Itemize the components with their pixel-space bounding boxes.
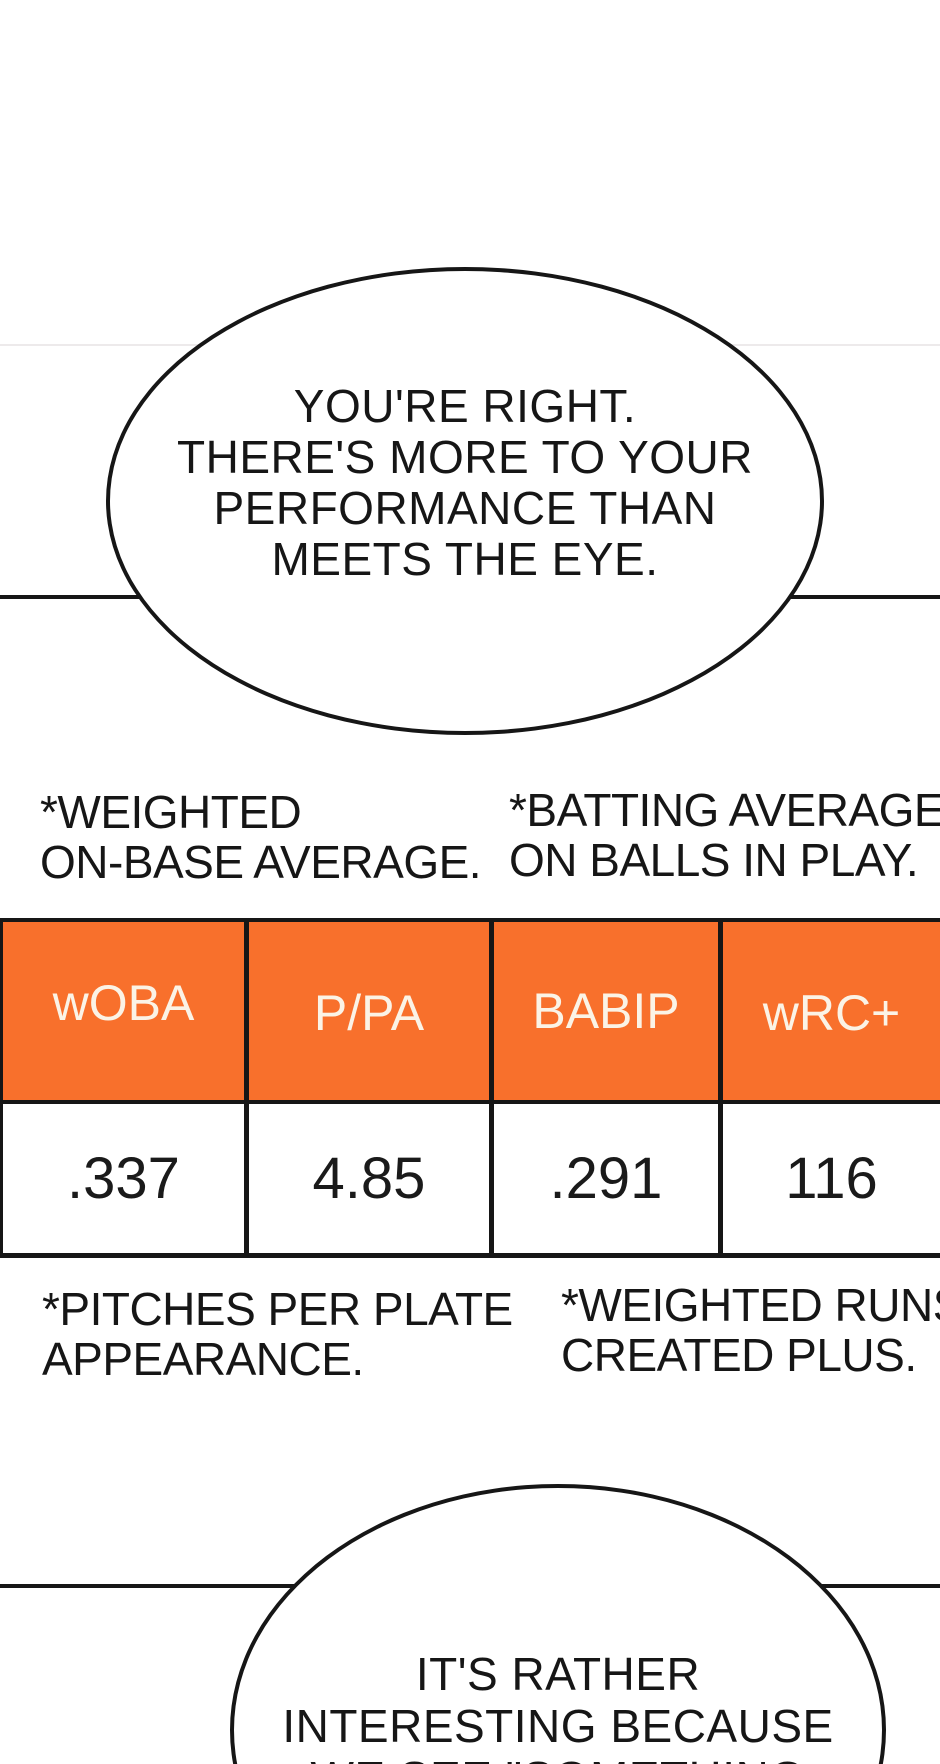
- footnote-line: *PITCHES PER PLATE: [42, 1283, 513, 1335]
- stat-value: 116: [785, 1146, 878, 1211]
- speech-bubble-top: [106, 267, 824, 735]
- footnote-woba: *WEIGHTED ON-BASE AVERAGE.: [40, 786, 482, 888]
- stat-value-cell-babip: .291: [489, 1104, 718, 1253]
- speech-bubble-top-text: YOU'RE RIGHT. THERE'S MORE TO YOUR PERFO…: [106, 381, 824, 585]
- footnote-babip: *BATTING AVERAGE ON BALLS IN PLAY.: [509, 785, 940, 885]
- stat-header-label: BABIP: [532, 983, 680, 1039]
- stat-header-cell-ppa: P/PA: [244, 922, 489, 1100]
- stat-header-cell-babip: BABIP: [489, 922, 718, 1100]
- footnote-line: ON-BASE AVERAGE.: [40, 836, 482, 888]
- stat-header-label: P/PA: [313, 985, 425, 1041]
- footnote-line: CREATED PLUS.: [561, 1329, 917, 1381]
- speech-bubble-bottom-text: IT'S RATHER INTERESTING BECAUSE WE SEE "…: [228, 1648, 888, 1764]
- footnote-wrc: *WEIGHTED RUNS CREATED PLUS.: [561, 1280, 940, 1380]
- footnote-line: *WEIGHTED: [40, 786, 302, 838]
- speech-line: WE SEE "SOMETHING: [228, 1752, 888, 1764]
- stat-value-cell-ppa: 4.85: [244, 1104, 489, 1253]
- speech-line: THERE'S MORE TO YOUR: [177, 431, 753, 483]
- footnote-ppa: *PITCHES PER PLATE APPEARANCE.: [42, 1284, 513, 1384]
- stat-value: .337: [67, 1146, 180, 1211]
- stat-value-cell-wrc: 116: [718, 1104, 940, 1253]
- speech-line: PERFORMANCE THAN: [213, 482, 717, 534]
- footnote-line: *WEIGHTED RUNS: [561, 1279, 940, 1331]
- stat-header-label: wRC+: [762, 985, 901, 1041]
- stat-value: 4.85: [312, 1146, 426, 1211]
- speech-line: IT'S RATHER: [415, 1648, 701, 1700]
- stat-value: .291: [549, 1146, 663, 1211]
- footnote-line: APPEARANCE.: [42, 1333, 364, 1385]
- footnote-line: *BATTING AVERAGE: [509, 784, 940, 836]
- stats-header-row: wOBA P/PA BABIP wRC+: [0, 918, 940, 1104]
- footnote-line: ON BALLS IN PLAY.: [509, 834, 919, 886]
- stats-value-row: .337 4.85 .291 116: [0, 1104, 940, 1258]
- stats-table: wOBA P/PA BABIP wRC+ .337 4.85 .291: [0, 918, 940, 1258]
- stat-header-label: wOBA: [52, 975, 195, 1031]
- speech-line: MEETS THE EYE.: [271, 533, 659, 585]
- stat-value-cell-woba: .337: [0, 1104, 244, 1253]
- stat-header-cell-woba: wOBA: [0, 922, 244, 1100]
- speech-line: YOU'RE RIGHT.: [293, 380, 637, 432]
- stat-header-cell-wrc: wRC+: [718, 922, 940, 1100]
- speech-line: INTERESTING BECAUSE: [282, 1700, 834, 1752]
